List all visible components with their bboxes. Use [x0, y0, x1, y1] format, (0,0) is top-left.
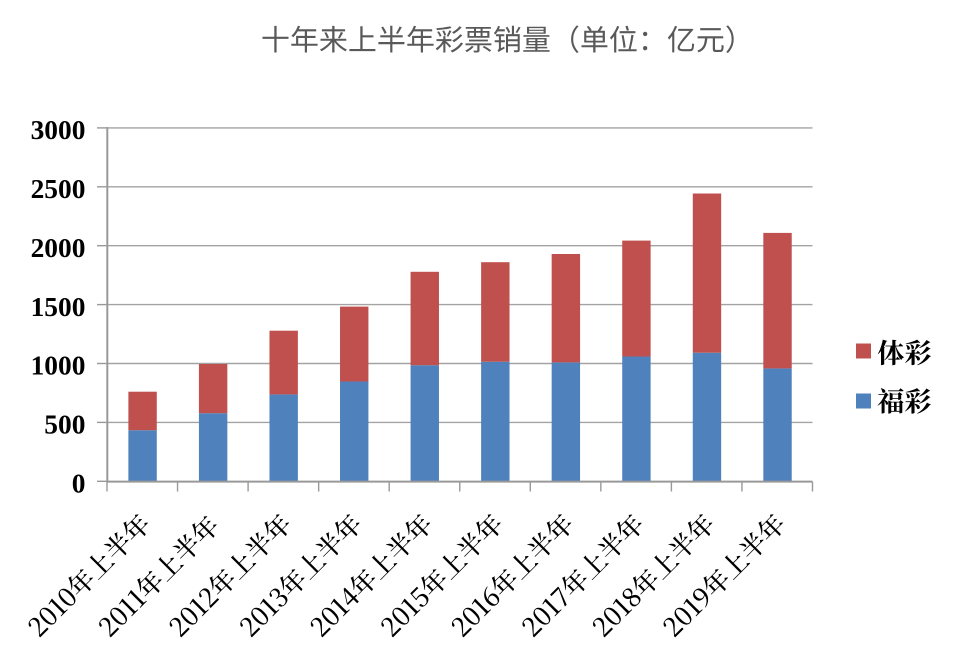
svg-text:500: 500 [44, 410, 85, 440]
svg-text:2500: 2500 [31, 174, 86, 204]
svg-text:1000: 1000 [31, 351, 86, 381]
svg-text:0: 0 [72, 469, 86, 499]
svg-text:1500: 1500 [31, 292, 86, 322]
svg-text:3000: 3000 [31, 115, 86, 145]
svg-text:2000: 2000 [31, 233, 86, 263]
